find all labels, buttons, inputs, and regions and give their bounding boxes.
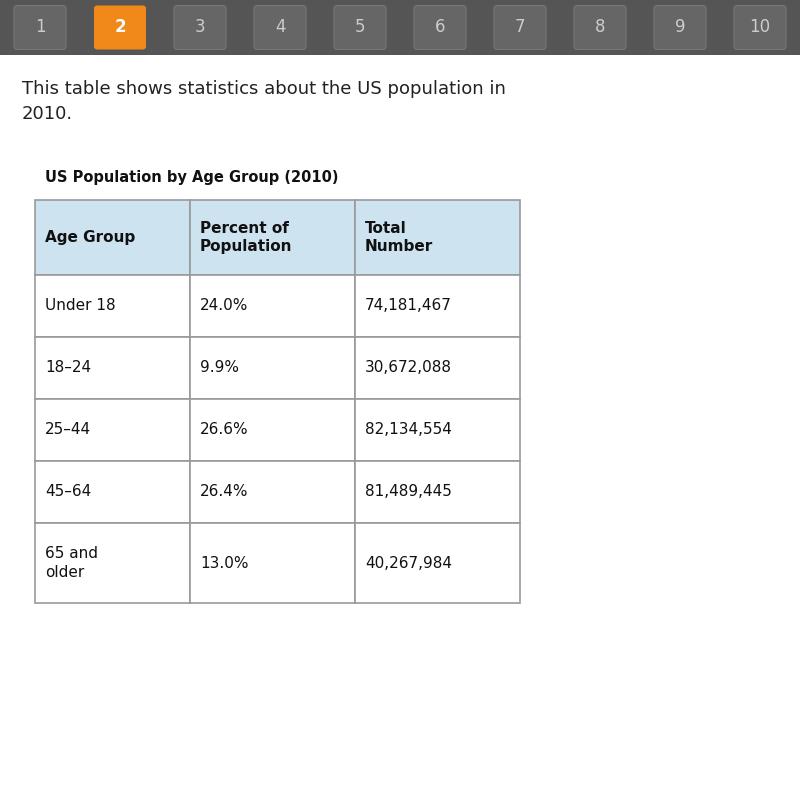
FancyBboxPatch shape	[734, 6, 786, 50]
FancyBboxPatch shape	[574, 6, 626, 50]
Text: Total
Number: Total Number	[365, 221, 434, 254]
Text: 1: 1	[34, 18, 46, 37]
FancyBboxPatch shape	[254, 6, 306, 50]
FancyBboxPatch shape	[654, 6, 706, 50]
Bar	[190, 523, 355, 603]
Text: 25–44: 25–44	[45, 422, 91, 438]
Text: 81,489,445: 81,489,445	[365, 485, 452, 499]
Text: 65 and
older: 65 and older	[45, 546, 98, 580]
Text: 5: 5	[354, 18, 366, 37]
Text: 6: 6	[434, 18, 446, 37]
Text: 8: 8	[594, 18, 606, 37]
Text: 26.6%: 26.6%	[200, 422, 249, 438]
Text: 74,181,467: 74,181,467	[365, 298, 452, 314]
Text: 9: 9	[674, 18, 686, 37]
Bar	[355, 399, 520, 461]
Text: Age Group: Age Group	[45, 230, 135, 245]
FancyBboxPatch shape	[494, 6, 546, 50]
Text: 9.9%: 9.9%	[200, 361, 239, 375]
Text: This table shows statistics about the US population in
2010.: This table shows statistics about the US…	[22, 80, 506, 123]
Text: 30,672,088: 30,672,088	[365, 361, 452, 375]
Bar	[35, 399, 190, 461]
Text: 13.0%: 13.0%	[200, 555, 249, 570]
Bar	[190, 337, 355, 399]
Bar	[190, 200, 355, 275]
Bar	[355, 275, 520, 337]
Text: 2: 2	[114, 18, 126, 37]
FancyBboxPatch shape	[14, 6, 66, 50]
Bar	[190, 461, 355, 523]
Text: Under 18: Under 18	[45, 298, 116, 314]
Text: 4: 4	[274, 18, 286, 37]
Bar	[0, 0, 800, 55]
Text: 82,134,554: 82,134,554	[365, 422, 452, 438]
Text: 7: 7	[514, 18, 526, 37]
Bar	[35, 523, 190, 603]
Text: Percent of
Population: Percent of Population	[200, 221, 293, 254]
Bar	[35, 200, 190, 275]
FancyBboxPatch shape	[174, 6, 226, 50]
FancyBboxPatch shape	[414, 6, 466, 50]
Text: 18–24: 18–24	[45, 361, 91, 375]
Bar	[355, 200, 520, 275]
FancyBboxPatch shape	[94, 6, 146, 50]
Text: US Population by Age Group (2010): US Population by Age Group (2010)	[45, 170, 338, 185]
Bar	[355, 523, 520, 603]
Bar	[355, 337, 520, 399]
Text: 26.4%: 26.4%	[200, 485, 249, 499]
Bar	[190, 399, 355, 461]
Text: 45–64: 45–64	[45, 485, 91, 499]
Text: 24.0%: 24.0%	[200, 298, 248, 314]
FancyBboxPatch shape	[334, 6, 386, 50]
Text: 10: 10	[750, 18, 770, 37]
Bar	[35, 275, 190, 337]
Bar	[355, 461, 520, 523]
Text: 40,267,984: 40,267,984	[365, 555, 452, 570]
Text: 3: 3	[194, 18, 206, 37]
Bar	[35, 337, 190, 399]
Bar	[35, 461, 190, 523]
Bar	[190, 275, 355, 337]
